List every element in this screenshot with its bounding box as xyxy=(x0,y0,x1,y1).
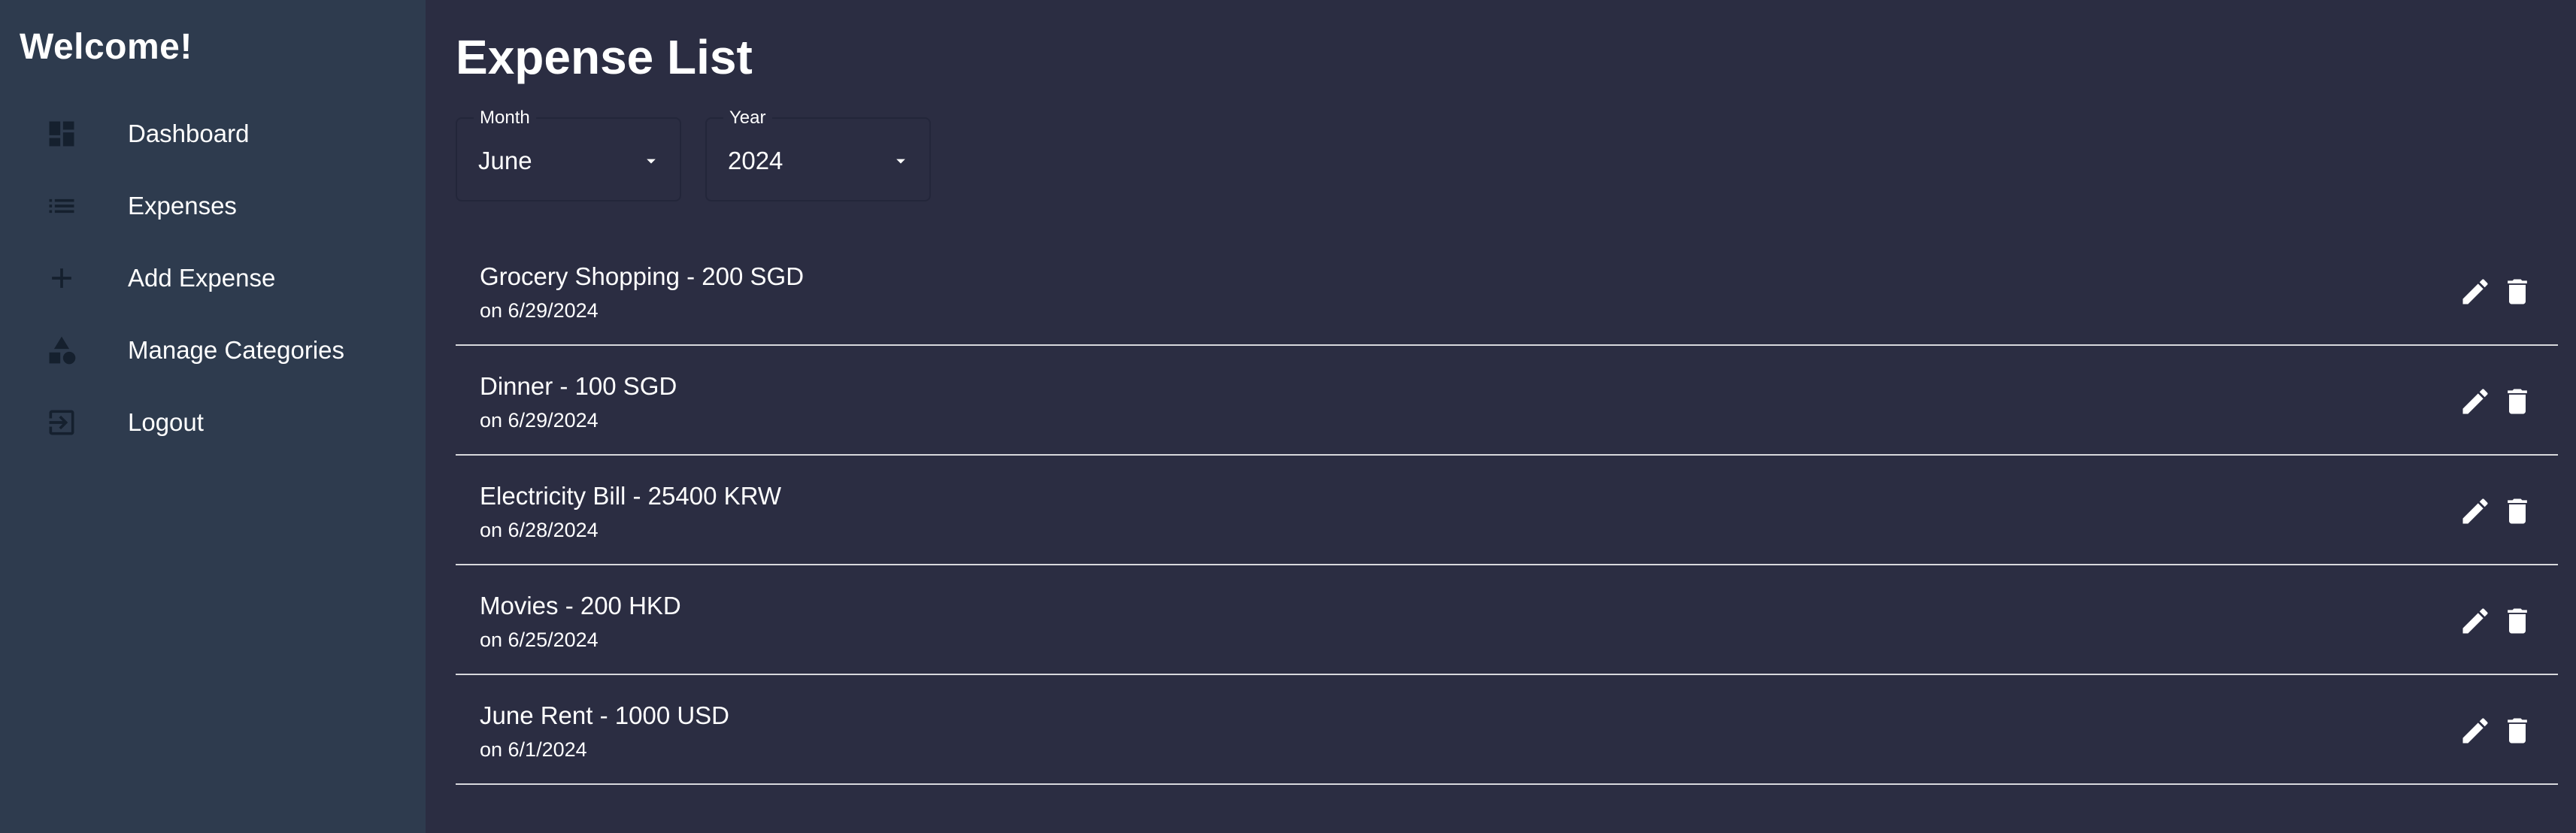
expense-list: Grocery Shopping - 200 SGD on 6/29/2024 … xyxy=(456,236,2558,785)
edit-icon[interactable] xyxy=(2457,274,2493,310)
expense-row: June Rent - 1000 USD on 6/1/2024 xyxy=(456,675,2558,785)
edit-icon[interactable] xyxy=(2457,383,2493,420)
sidebar-item-dashboard[interactable]: Dashboard xyxy=(0,98,426,170)
expense-title: June Rent - 1000 USD xyxy=(480,701,730,729)
sidebar-item-add-expense[interactable]: Add Expense xyxy=(0,242,426,314)
dropdown-arrow-icon xyxy=(890,150,911,171)
delete-icon[interactable] xyxy=(2499,274,2535,310)
page-title: Expense List xyxy=(456,30,753,84)
edit-icon[interactable] xyxy=(2457,603,2493,639)
sidebar-item-label: Expenses xyxy=(128,192,237,220)
sidebar-nav: Dashboard Expenses Add Expense Manage Ca… xyxy=(0,98,426,459)
sidebar-item-label: Logout xyxy=(128,408,204,436)
main-content: Expense List Month June Year 2024 Grocer… xyxy=(426,0,2576,833)
edit-icon[interactable] xyxy=(2457,493,2493,529)
expense-row: Dinner - 100 SGD on 6/29/2024 xyxy=(456,346,2558,456)
sidebar-item-label: Manage Categories xyxy=(128,336,345,364)
expense-date: on 6/25/2024 xyxy=(480,629,599,651)
plus-icon xyxy=(45,262,78,295)
delete-icon[interactable] xyxy=(2499,493,2535,529)
sidebar: Welcome! Dashboard Expenses Add Expense xyxy=(0,0,426,833)
year-select[interactable]: Year 2024 xyxy=(705,108,931,201)
expense-actions xyxy=(2457,274,2535,310)
year-select-label: Year xyxy=(723,108,772,129)
category-icon xyxy=(45,334,78,367)
year-select-value: 2024 xyxy=(728,147,783,174)
sidebar-title: Welcome! xyxy=(20,27,192,67)
dropdown-arrow-icon xyxy=(641,150,662,171)
month-select-value: June xyxy=(478,147,532,174)
list-icon xyxy=(45,189,78,223)
month-select-label: Month xyxy=(474,108,536,129)
expense-title: Movies - 200 HKD xyxy=(480,592,681,619)
expense-date: on 6/1/2024 xyxy=(480,738,587,761)
expense-actions xyxy=(2457,603,2535,639)
expense-actions xyxy=(2457,493,2535,529)
sidebar-item-label: Add Expense xyxy=(128,264,276,292)
edit-icon[interactable] xyxy=(2457,713,2493,749)
sidebar-item-expenses[interactable]: Expenses xyxy=(0,170,426,242)
expense-title: Dinner - 100 SGD xyxy=(480,372,677,400)
expense-title: Grocery Shopping - 200 SGD xyxy=(480,262,805,290)
delete-icon[interactable] xyxy=(2499,383,2535,420)
expense-date: on 6/29/2024 xyxy=(480,299,599,322)
expense-title: Electricity Bill - 25400 KRW xyxy=(480,482,782,510)
expense-row: Grocery Shopping - 200 SGD on 6/29/2024 xyxy=(456,236,2558,346)
sidebar-item-label: Dashboard xyxy=(128,120,250,147)
expense-date: on 6/29/2024 xyxy=(480,409,599,432)
delete-icon[interactable] xyxy=(2499,603,2535,639)
expense-actions xyxy=(2457,713,2535,749)
month-select[interactable]: Month June xyxy=(456,108,681,201)
delete-icon[interactable] xyxy=(2499,713,2535,749)
expense-actions xyxy=(2457,383,2535,420)
sidebar-item-manage-categories[interactable]: Manage Categories xyxy=(0,314,426,386)
expense-row: Electricity Bill - 25400 KRW on 6/28/202… xyxy=(456,456,2558,565)
dashboard-icon xyxy=(45,117,78,150)
sidebar-item-logout[interactable]: Logout xyxy=(0,386,426,459)
logout-icon xyxy=(45,406,78,439)
expense-row: Movies - 200 HKD on 6/25/2024 xyxy=(456,565,2558,675)
expense-date: on 6/28/2024 xyxy=(480,519,599,541)
